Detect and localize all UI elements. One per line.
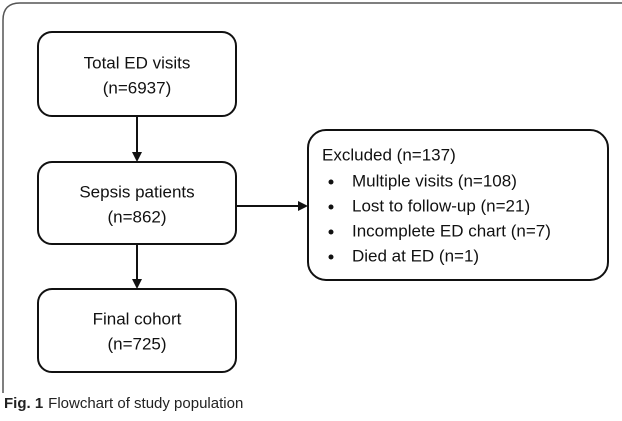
excluded-item: Multiple visits (n=108) xyxy=(352,171,517,190)
caption: Fig. 1 Flowchart of study population xyxy=(4,395,243,412)
node-box xyxy=(37,161,237,245)
node-label: Final cohort xyxy=(93,309,182,328)
node-box xyxy=(37,31,237,117)
bullet xyxy=(328,229,334,235)
node-count: (n=725) xyxy=(107,334,166,353)
node-label: Sepsis patients xyxy=(79,182,194,201)
bullet xyxy=(328,179,334,185)
frame xyxy=(2,2,622,393)
caption-text: Flowchart of study population xyxy=(48,395,243,412)
node-label: Total ED visits xyxy=(84,53,191,72)
node-count: (n=862) xyxy=(107,207,166,226)
excluded-title: Excluded (n=137) xyxy=(322,145,456,164)
node-box xyxy=(37,288,237,373)
bullet xyxy=(328,254,334,260)
excluded-item: Incomplete ED chart (n=7) xyxy=(352,221,551,240)
excluded-list: Multiple visits (n=108) Lost to follow-u… xyxy=(328,171,551,265)
excluded-box xyxy=(307,129,609,281)
node-count: (n=6937) xyxy=(103,78,172,97)
excluded-item: Died at ED (n=1) xyxy=(352,246,479,265)
excluded-item: Lost to follow-up (n=21) xyxy=(352,196,530,215)
bullet xyxy=(328,204,334,210)
caption-label: Fig. 1 xyxy=(4,395,43,412)
